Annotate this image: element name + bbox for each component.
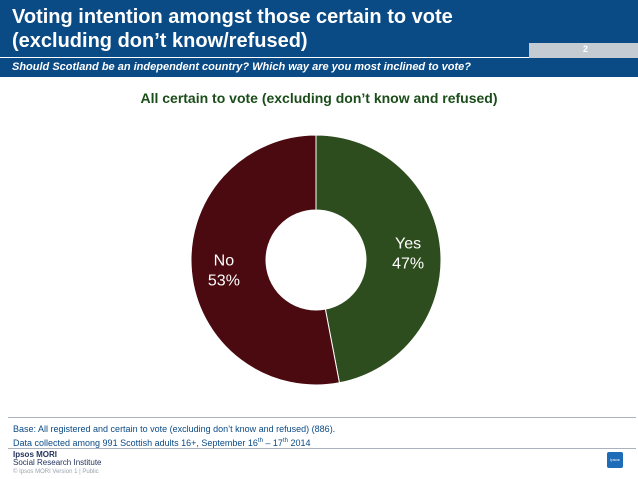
slice-value-no: 53% [208,273,240,290]
slice-value-yes: 47% [392,255,424,272]
ipsos-mori-logo: Ipsos MORI Social Research Institute [13,451,102,467]
logo-line1: Ipsos MORI [13,450,58,459]
slice-no [190,134,341,386]
copyright-note: © Ipsos MORI Version 1 | Public [13,469,99,475]
question-bar: Should Scotland be an independent countr… [0,58,638,77]
footer-divider-top [8,417,636,418]
base-note-line1: Base: All registered and certain to vote… [13,424,336,434]
base-note: Base: All registered and certain to vote… [13,423,335,449]
page-number-box: 2 [529,43,638,58]
base-note-line2: Data collected among 991 Scottish adults… [13,438,311,448]
chart-title: All certain to vote (excluding don’t kno… [140,90,498,106]
ipsos-brand-mark: Ipsos [607,452,623,468]
page-number: 2 [582,44,588,54]
logo-line2: Social Research Institute [13,458,102,467]
slice-name-yes: Yes [395,235,421,252]
slice-yes [315,134,442,384]
footer-divider-bottom [8,448,636,449]
title-bar: Voting intention amongst those certain t… [0,0,638,57]
survey-question: Should Scotland be an independent countr… [12,61,471,73]
page-title: Voting intention amongst those certain t… [12,6,453,52]
slice-name-no: No [214,253,235,270]
